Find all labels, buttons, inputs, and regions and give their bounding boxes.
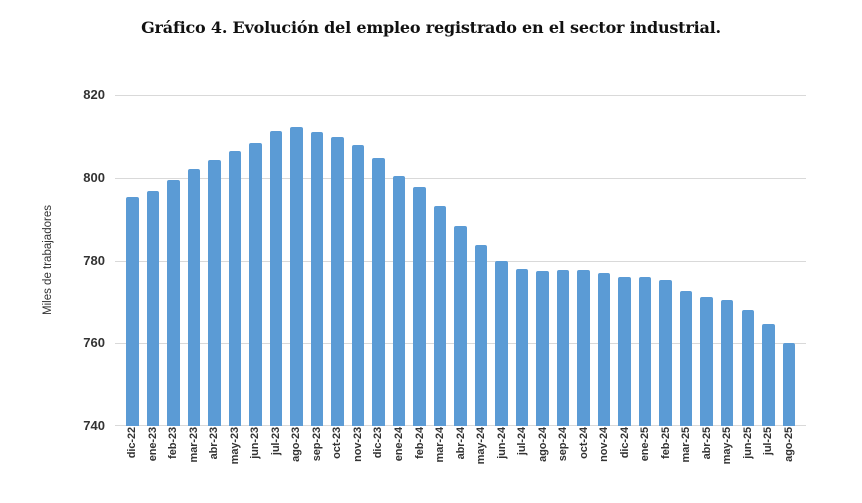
bar-may-23 — [228, 151, 242, 426]
x-tick-label: mar-25 — [680, 427, 693, 463]
bar-ago-24 — [536, 270, 549, 426]
bar-dic-24 — [618, 276, 631, 426]
bar-jun-24 — [495, 260, 508, 426]
bar-oct-24 — [577, 270, 590, 426]
x-tick-label: jul-24 — [516, 427, 528, 456]
bar-nov-24 — [597, 273, 611, 426]
x-tick-label: dic-23 — [372, 427, 385, 459]
x-tick-label: jul-23 — [269, 427, 282, 456]
x-tick-label: sep-23 — [310, 427, 323, 462]
x-tick-label: mar-24 — [434, 427, 446, 463]
x-tick-label: may-23 — [228, 427, 241, 465]
x-tick-label: ene-23 — [146, 427, 159, 462]
x-tick-label: ago-23 — [290, 427, 303, 462]
bar-ago-25 — [782, 342, 795, 426]
bar-nov-23 — [351, 144, 365, 426]
y-tick-label: 740 — [83, 418, 105, 433]
plot-area — [115, 95, 806, 426]
x-tick-label: dic-24 — [618, 427, 631, 459]
bar-ene-24 — [392, 175, 406, 426]
x-tick-label: may-25 — [721, 427, 734, 465]
x-tick-label: jun-24 — [495, 427, 508, 459]
y-tick-label: 760 — [83, 335, 105, 350]
bar-ene-25 — [638, 277, 652, 426]
x-tick-label: abr-23 — [208, 427, 221, 460]
x-tick-label: ago-25 — [782, 427, 795, 462]
x-tick-label: dic-22 — [126, 427, 139, 459]
bar-sep-24 — [556, 270, 570, 426]
y-tick-label: 820 — [83, 87, 105, 102]
x-tick-label: jul-25 — [762, 427, 775, 456]
bar-feb-23 — [167, 180, 180, 426]
x-tick-label: abr-25 — [700, 427, 713, 460]
gridline-800 — [115, 178, 806, 179]
bar-mar-24 — [433, 206, 447, 426]
bar-abr-24 — [454, 225, 467, 426]
bar-ago-23 — [290, 127, 303, 426]
bar-may-24 — [474, 244, 488, 426]
bar-dic-22 — [126, 197, 139, 426]
bar-ene-23 — [146, 191, 159, 426]
bar-jun-23 — [249, 143, 262, 426]
bar-mar-25 — [679, 290, 693, 426]
bar-sep-23 — [310, 132, 324, 426]
x-tick-label: mar-23 — [187, 427, 200, 463]
x-tick-label: nov-24 — [598, 427, 611, 462]
bar-dic-23 — [372, 157, 385, 426]
x-tick-label: oct-23 — [331, 427, 344, 459]
x-tick-label: sep-24 — [557, 427, 570, 462]
bar-abr-23 — [208, 159, 221, 426]
bar-jun-25 — [741, 309, 754, 426]
bar-abr-25 — [700, 296, 713, 426]
bar-jul-23 — [269, 131, 283, 426]
bar-may-25 — [720, 299, 734, 426]
x-tick-label: feb-24 — [413, 427, 426, 459]
x-tick-label: feb-25 — [659, 427, 672, 459]
bar-feb-24 — [413, 187, 426, 426]
chart-title: Gráfico 4. Evolución del empleo registra… — [141, 18, 721, 37]
y-tick-label: 780 — [83, 253, 105, 268]
bar-oct-23 — [331, 137, 344, 426]
x-tick-label: oct-24 — [577, 427, 590, 459]
bar-jul-25 — [762, 323, 775, 426]
x-tick-label: ago-24 — [536, 427, 549, 462]
bar-mar-23 — [187, 168, 201, 426]
y-axis-title: Miles de trabajadores — [42, 205, 54, 315]
x-tick-label: nov-23 — [351, 427, 364, 462]
y-tick-label: 800 — [83, 170, 105, 185]
x-tick-label: ene-25 — [639, 427, 652, 462]
gridline-820 — [115, 95, 806, 96]
x-tick-label: jun-25 — [741, 427, 754, 459]
x-tick-label: ene-24 — [393, 427, 405, 462]
x-tick-label: abr-24 — [454, 427, 467, 460]
x-tick-label: feb-23 — [167, 427, 180, 459]
bar-feb-25 — [659, 279, 672, 426]
x-tick-label: may-24 — [475, 427, 487, 465]
bar-jul-24 — [515, 268, 529, 426]
x-tick-label: jun-23 — [249, 427, 262, 459]
